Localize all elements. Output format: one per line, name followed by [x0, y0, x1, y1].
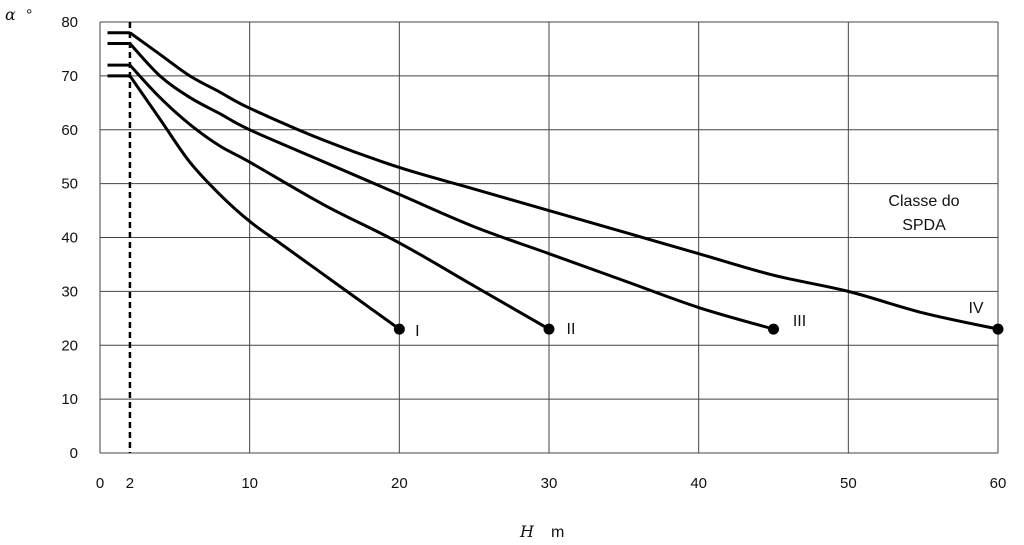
- y-tick-label: 50: [61, 176, 78, 193]
- series-label-iv: IV: [968, 300, 983, 317]
- y-tick-label: 80: [61, 14, 78, 31]
- y-tick-label: 40: [61, 230, 78, 247]
- series-line-iv: [129, 31, 999, 331]
- x-tick-label: 2: [126, 475, 134, 492]
- y-axis-symbol: α: [5, 5, 16, 24]
- y-tick-label: 30: [61, 283, 78, 300]
- y-tick-label: 70: [61, 68, 78, 85]
- series-line-iii: [128, 42, 774, 331]
- tick-labels: 0 10 20 30 40 50 60 70 80 0 2 10 20 30 40 50 60: [61, 14, 1006, 492]
- series-line-i: [128, 75, 401, 331]
- x-tick-label: 50: [840, 475, 857, 492]
- series-endpoint-iii: [768, 323, 779, 335]
- x-axis-unit: m: [551, 524, 564, 541]
- x-tick-label: 60: [990, 475, 1007, 492]
- series-line-ii: [128, 64, 550, 331]
- legend-title-line-2: SPDA: [902, 217, 946, 234]
- legend-title-line-1: Classe do: [888, 193, 959, 210]
- series-endpoint-iv: [992, 323, 1004, 335]
- x-tick-label: 40: [690, 475, 707, 492]
- series-endpoint-i: [393, 323, 405, 335]
- series-label-iii: III: [793, 313, 806, 330]
- y-tick-label: 0: [70, 445, 78, 462]
- x-tick-label: 20: [391, 475, 408, 492]
- x-tick-label: 10: [241, 475, 258, 492]
- x-tick-label: 30: [541, 475, 558, 492]
- series-label-ii: II: [567, 321, 576, 338]
- x-axis-symbol: H: [519, 522, 535, 541]
- x-tick-label: 0: [96, 475, 104, 492]
- y-tick-label: 10: [61, 391, 78, 408]
- y-tick-label: 20: [61, 337, 78, 354]
- y-axis-unit: °: [26, 7, 32, 24]
- y-tick-label: 60: [61, 122, 78, 139]
- series-label-i: I: [415, 323, 419, 340]
- grid: [99, 21, 999, 454]
- series-endpoint-ii: [543, 323, 555, 335]
